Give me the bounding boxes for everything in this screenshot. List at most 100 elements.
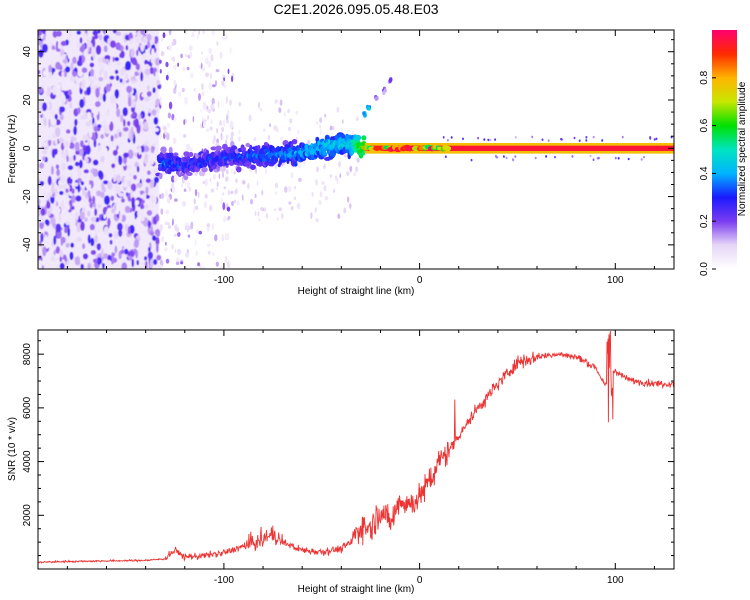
sparse-blob — [216, 138, 220, 144]
noise-blob — [90, 237, 95, 247]
sparse-blob — [184, 96, 188, 105]
noise-blob — [39, 220, 44, 230]
noise-blob — [46, 191, 51, 200]
noise-blob — [110, 208, 116, 214]
sparse-blob — [173, 116, 177, 122]
sparse-blob — [253, 137, 257, 142]
noise-blob — [144, 63, 150, 69]
noise-blob — [124, 248, 129, 255]
sparse-blob — [228, 262, 231, 268]
sparse-blob — [204, 178, 208, 187]
noise-blob — [87, 39, 91, 49]
noise-blob — [106, 207, 112, 216]
sparse-blob — [225, 177, 229, 182]
noise-blob — [105, 83, 112, 93]
signal-track — [155, 132, 674, 181]
noise-blob — [69, 102, 73, 109]
sparse-blob — [177, 62, 179, 67]
sparse-blob — [190, 221, 194, 230]
noise-blob — [104, 238, 107, 247]
noise-blob — [109, 121, 114, 132]
noise-blob — [80, 181, 84, 186]
noise-blob — [120, 50, 125, 59]
sparse-blob — [222, 192, 225, 196]
sparse-blob — [177, 91, 182, 97]
sparse-blob — [258, 101, 260, 109]
noise-blob — [38, 106, 43, 116]
noise-blob — [75, 236, 78, 245]
noise-blob — [110, 195, 115, 202]
band-speck — [592, 158, 595, 161]
noise-blob — [135, 92, 138, 102]
noise-blob — [92, 38, 96, 48]
noise-blob — [153, 176, 160, 183]
track-cell — [292, 145, 296, 151]
sparse-blob — [210, 188, 215, 193]
sparse-blob — [210, 54, 214, 62]
noise-blob — [152, 87, 156, 94]
track-cell — [215, 145, 222, 151]
sparse-blob — [346, 171, 350, 176]
sparse-blob — [192, 115, 195, 123]
noise-blob — [112, 56, 115, 63]
noise-blob — [38, 259, 43, 269]
sparse-blob — [200, 109, 202, 113]
noise-blob — [70, 136, 77, 142]
track-cell — [293, 161, 298, 167]
sparse-blob — [275, 191, 278, 195]
noise-blob — [104, 58, 110, 64]
noise-blob — [84, 30, 88, 34]
noise-blob — [130, 106, 136, 113]
sparse-blob — [165, 74, 169, 81]
noise-blob — [103, 226, 109, 235]
noise-blob — [156, 242, 159, 253]
noise-blob — [82, 134, 89, 141]
noise-blob — [84, 217, 88, 222]
noise-blob — [102, 93, 107, 102]
sparse-blob — [238, 129, 241, 135]
noise-blob — [108, 79, 111, 85]
sparse-blob — [280, 136, 284, 140]
sparse-blob — [177, 231, 181, 237]
track-cell — [159, 172, 163, 180]
snr-marks — [38, 330, 674, 564]
noise-blob — [87, 210, 91, 217]
sparse-blob — [212, 138, 215, 145]
noise-blob — [130, 48, 135, 58]
branch-cell — [374, 96, 378, 101]
snr-xtick-label: 100 — [607, 575, 624, 586]
noise-blob — [138, 245, 145, 254]
band-speck — [585, 139, 588, 142]
noise-blob — [79, 254, 83, 264]
noise-blob — [97, 30, 101, 34]
noise-blob — [55, 30, 62, 37]
noise-blob — [111, 141, 116, 147]
sparse-blob — [198, 30, 201, 35]
noise-blob — [110, 135, 114, 142]
noise-blob — [122, 182, 129, 188]
band-speck — [494, 138, 497, 141]
sparse-blob — [171, 221, 174, 226]
noise-blob — [146, 210, 153, 216]
noise-blob — [139, 251, 145, 257]
noise-blob — [144, 59, 149, 65]
noise-blob — [136, 260, 139, 266]
noise-blob — [59, 114, 64, 121]
noise-blob — [74, 141, 80, 152]
noise-blob — [146, 33, 152, 42]
sparse-blob — [182, 200, 187, 207]
spectrogram-xlabel: Height of straight line (km) — [298, 286, 415, 297]
noise-blob — [128, 130, 132, 140]
snr-ytick-label: 8000 — [22, 343, 33, 366]
sparse-blob — [170, 182, 175, 190]
snr-ytick-label: 4000 — [22, 450, 33, 473]
sparse-blob — [171, 41, 175, 47]
sparse-blob — [222, 202, 226, 211]
noise-blob — [133, 71, 140, 77]
band-speck — [554, 155, 556, 159]
sparse-blob — [160, 100, 163, 106]
noise-blob — [85, 122, 92, 127]
noise-blob — [55, 139, 58, 144]
spec-ytick-label: -20 — [22, 189, 33, 204]
noise-blob — [92, 53, 96, 60]
